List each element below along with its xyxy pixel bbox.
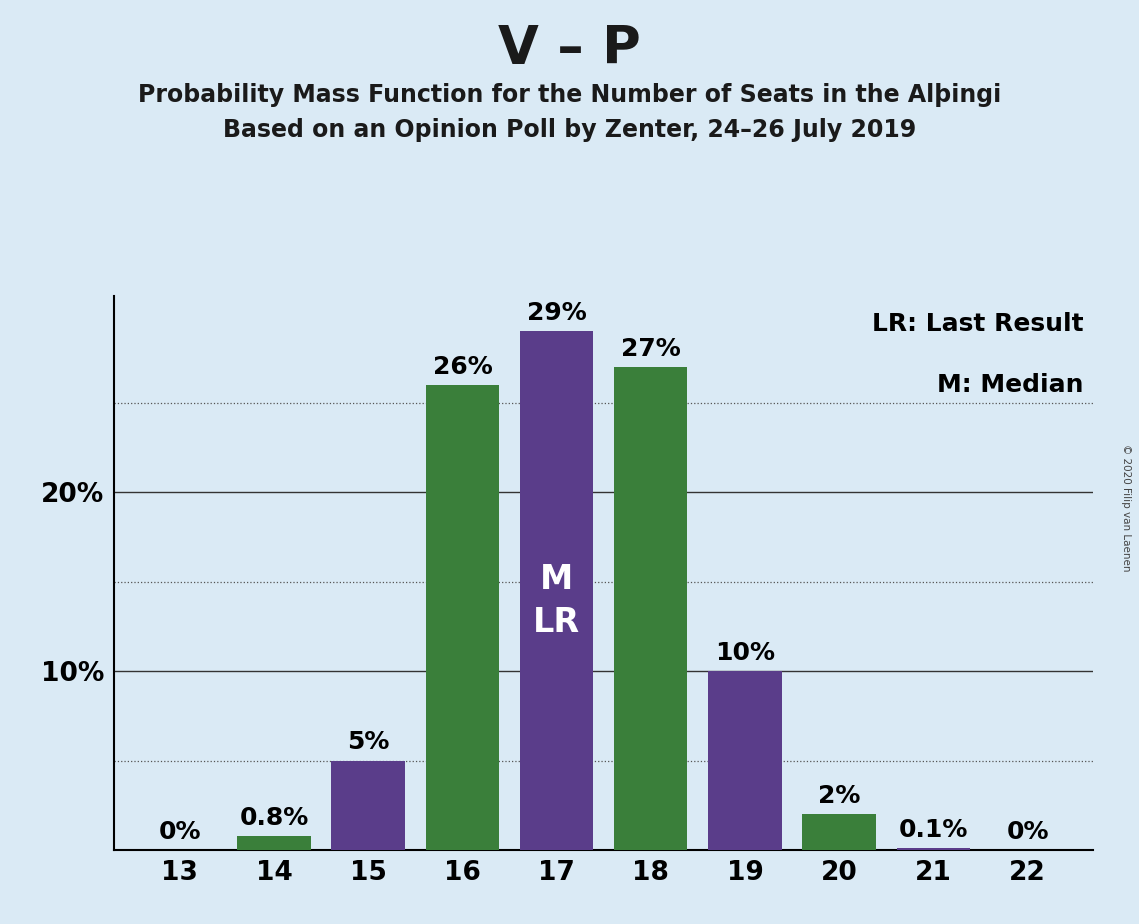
Text: 0.1%: 0.1%: [899, 818, 968, 842]
Text: 26%: 26%: [433, 355, 492, 379]
Text: 27%: 27%: [621, 337, 681, 361]
Text: M: Median: M: Median: [937, 373, 1083, 397]
Text: 2%: 2%: [818, 784, 860, 808]
Bar: [519, 332, 593, 850]
Bar: [331, 760, 405, 850]
Text: 10%: 10%: [715, 641, 775, 665]
Text: LR: Last Result: LR: Last Result: [872, 312, 1083, 336]
Bar: [237, 836, 311, 850]
Text: 0.8%: 0.8%: [239, 806, 309, 830]
Text: V – P: V – P: [498, 23, 641, 75]
Text: © 2020 Filip van Laenen: © 2020 Filip van Laenen: [1121, 444, 1131, 572]
Bar: [614, 367, 688, 850]
Text: Probability Mass Function for the Number of Seats in the Alþingi: Probability Mass Function for the Number…: [138, 83, 1001, 107]
Text: 29%: 29%: [526, 301, 587, 325]
Bar: [708, 671, 781, 850]
Bar: [896, 848, 970, 850]
Text: Based on an Opinion Poll by Zenter, 24–26 July 2019: Based on an Opinion Poll by Zenter, 24–2…: [223, 118, 916, 142]
Text: M
LR: M LR: [533, 563, 580, 639]
Text: 5%: 5%: [347, 730, 390, 754]
Bar: [802, 814, 876, 850]
Text: 0%: 0%: [158, 820, 202, 844]
Text: 0%: 0%: [1006, 820, 1049, 844]
Bar: [426, 385, 499, 850]
